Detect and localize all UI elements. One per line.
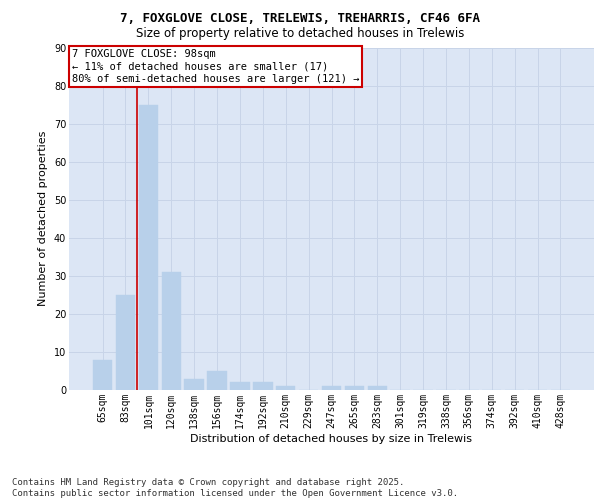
Bar — [322, 386, 341, 390]
Bar — [368, 386, 387, 390]
Bar — [276, 386, 295, 390]
Bar — [161, 272, 181, 390]
Bar — [184, 378, 204, 390]
Bar — [344, 386, 364, 390]
X-axis label: Distribution of detached houses by size in Trelewis: Distribution of detached houses by size … — [191, 434, 473, 444]
Text: 7, FOXGLOVE CLOSE, TRELEWIS, TREHARRIS, CF46 6FA: 7, FOXGLOVE CLOSE, TRELEWIS, TREHARRIS, … — [120, 12, 480, 26]
Bar — [93, 360, 112, 390]
Text: 7 FOXGLOVE CLOSE: 98sqm
← 11% of detached houses are smaller (17)
80% of semi-de: 7 FOXGLOVE CLOSE: 98sqm ← 11% of detache… — [71, 49, 359, 84]
Bar — [116, 295, 135, 390]
Text: Size of property relative to detached houses in Trelewis: Size of property relative to detached ho… — [136, 28, 464, 40]
Bar — [208, 371, 227, 390]
Bar — [230, 382, 250, 390]
Bar — [139, 104, 158, 390]
Y-axis label: Number of detached properties: Number of detached properties — [38, 131, 48, 306]
Text: Contains HM Land Registry data © Crown copyright and database right 2025.
Contai: Contains HM Land Registry data © Crown c… — [12, 478, 458, 498]
Bar — [253, 382, 272, 390]
